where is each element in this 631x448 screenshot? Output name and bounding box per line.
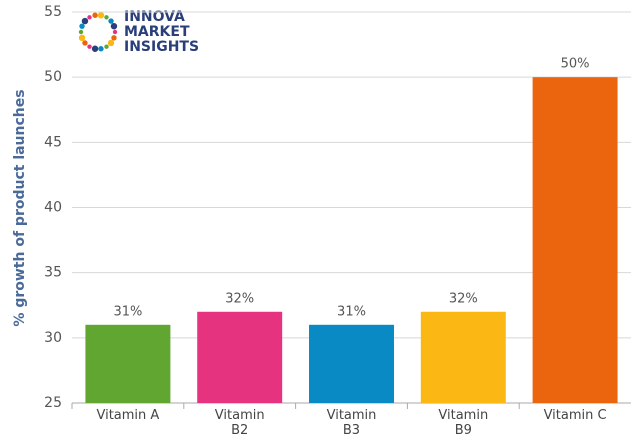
logo: INNOVA MARKET INSIGHTS: [78, 9, 199, 55]
x-tick-label: Vitamin B3: [326, 408, 377, 438]
logo-dot: [78, 29, 84, 35]
logo-text: MARKET: [124, 24, 190, 40]
y-tick-label: 45: [44, 134, 62, 150]
logo-dot: [82, 40, 88, 46]
logo-dot: [91, 45, 99, 52]
value-label: 31%: [113, 304, 142, 319]
bar: [197, 311, 283, 403]
y-tick-label: 30: [44, 330, 62, 346]
logo-text: INSIGHTS: [124, 39, 199, 55]
y-tick-label: 55: [44, 4, 62, 20]
logo-dot: [112, 29, 118, 35]
value-label: 32%: [225, 291, 254, 306]
y-tick-label: 35: [44, 265, 62, 281]
logo-dot: [107, 39, 115, 47]
bar: [85, 324, 171, 403]
logo-dot: [92, 12, 98, 18]
bar: [420, 311, 506, 403]
x-tick-label: Vitamin B9: [438, 408, 489, 438]
logo-dot: [87, 15, 92, 20]
logo-dot: [108, 18, 114, 24]
bar: [532, 77, 618, 404]
logo-dot: [87, 44, 92, 49]
logo-dot: [98, 46, 104, 52]
x-tick-label: Vitamin C: [543, 408, 607, 423]
logo-text: INNOVA: [124, 9, 185, 25]
bar: [309, 324, 394, 403]
value-label: 50%: [561, 57, 590, 72]
logo-dot: [78, 34, 86, 42]
x-tick-label: Vitamin A: [96, 408, 160, 423]
logo-dot: [110, 22, 118, 30]
y-tick-label: 50: [44, 69, 62, 85]
logo-dot: [97, 12, 105, 19]
logo-dot: [81, 17, 89, 25]
x-tick-label: Vitamin B2: [214, 408, 265, 438]
logo-dot: [79, 23, 85, 29]
y-tick-label: 40: [44, 200, 62, 216]
y-axis-label: % growth of product launches: [12, 89, 28, 326]
logo-icon: [78, 12, 118, 52]
y-tick-label: 25: [44, 395, 62, 411]
value-label: 31%: [337, 304, 366, 319]
logo-dot: [104, 44, 109, 49]
logo-dot: [111, 35, 117, 41]
logo-dot: [104, 15, 109, 20]
value-label: 32%: [449, 291, 478, 306]
